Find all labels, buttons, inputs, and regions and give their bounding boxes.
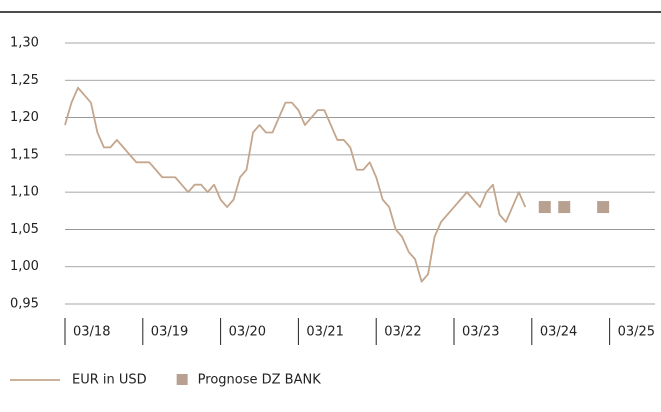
- x-tick-label: 03/18: [73, 325, 110, 340]
- price-line: [64, 86, 527, 283]
- y-tick-label: 1,20: [10, 110, 39, 125]
- x-tick-label: 03/24: [540, 325, 577, 340]
- x-tick-label: 03/23: [462, 325, 499, 340]
- y-tick-label: 1,00: [10, 259, 39, 274]
- x-tick-label: 03/19: [151, 325, 188, 340]
- x-tick-label: 03/22: [384, 325, 421, 340]
- y-tick-label: 1,15: [10, 147, 39, 162]
- x-tick-label: 03/25: [618, 325, 655, 340]
- legend-label: Prognose DZ BANK: [198, 373, 322, 388]
- legend-swatch: [176, 374, 188, 385]
- forecast-marker: [538, 201, 551, 214]
- forecast-marker: [558, 201, 571, 214]
- y-tick-label: 1,10: [10, 185, 39, 200]
- y-tick-label: 0,95: [10, 297, 39, 312]
- y-tick-label: 1,30: [10, 36, 39, 51]
- x-tick-label: 03/21: [306, 325, 343, 340]
- forecast-marker: [597, 201, 610, 214]
- x-tick-label: 03/20: [229, 325, 266, 340]
- y-tick-label: 1,25: [10, 73, 39, 88]
- legend-label: EUR in USD: [72, 373, 147, 388]
- y-tick-label: 1,05: [10, 222, 39, 237]
